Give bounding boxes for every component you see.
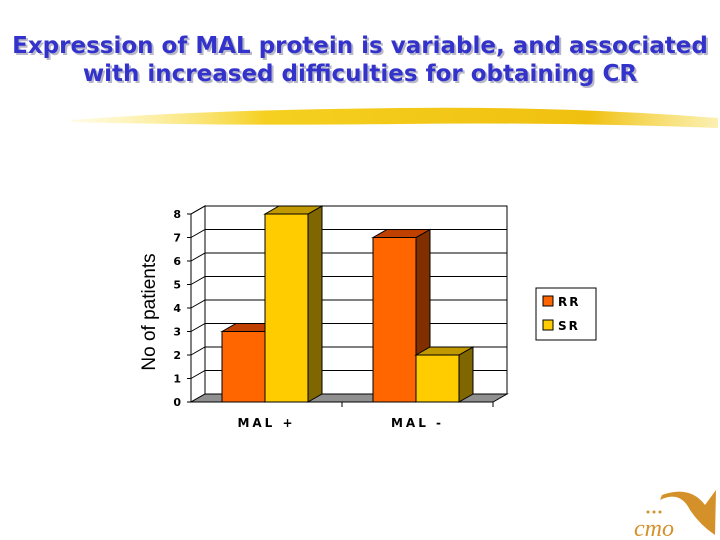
bar-side-sr xyxy=(458,346,474,403)
cmo-logo: cmo xyxy=(634,490,716,540)
title-underline-brush xyxy=(72,107,718,128)
y-axis-label: No of patients xyxy=(139,253,160,370)
logo-text: cmo xyxy=(634,516,674,540)
legend-label-rr: RR xyxy=(558,295,580,309)
y-tick-label: 7 xyxy=(173,232,181,245)
bar-rr-1 xyxy=(372,237,417,403)
y-tick-label: 5 xyxy=(173,279,181,292)
x-tick-label: MAL - xyxy=(391,416,444,430)
legend-label-sr: SR xyxy=(558,319,580,333)
bar-sr-1 xyxy=(415,354,460,403)
y-tick-label: 3 xyxy=(173,326,181,339)
y-tick-label: 2 xyxy=(173,349,181,362)
x-tick-label: MAL + xyxy=(237,416,295,430)
y-tick-label: 0 xyxy=(173,396,181,409)
y-tick-label: 8 xyxy=(173,208,181,221)
legend-swatch-sr xyxy=(542,319,554,331)
bar-sr-0 xyxy=(264,213,309,403)
bar-rr-0 xyxy=(221,331,266,403)
y-tick-label: 6 xyxy=(173,255,181,268)
legend-swatch-rr xyxy=(542,295,554,307)
y-tick-label: 1 xyxy=(173,373,181,386)
slide-title-line-2: with increased difficulties for obtainin… xyxy=(82,61,638,87)
gridline xyxy=(190,205,507,215)
bar-side-sr xyxy=(307,205,323,403)
y-tick-label: 4 xyxy=(173,302,181,315)
slide-title-line-1: Expression of MAL protein is variable, a… xyxy=(12,33,708,59)
